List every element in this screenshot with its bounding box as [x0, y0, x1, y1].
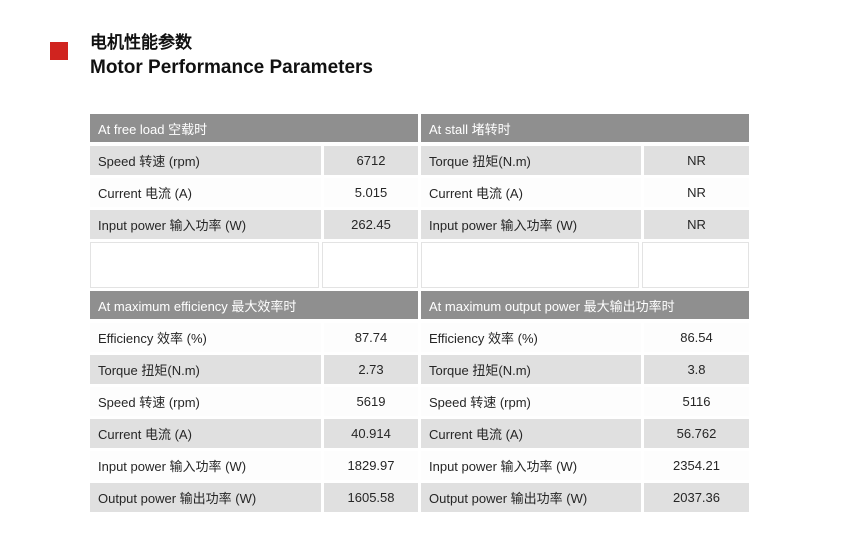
red-square-bullet-icon	[50, 42, 68, 60]
empty-cell	[421, 242, 639, 288]
row-label: Torque 扭矩(N.m)	[90, 355, 321, 384]
row-label: Torque 扭矩(N.m)	[421, 355, 641, 384]
row-value: 1605.58	[324, 483, 418, 512]
row-label: Input power 输入功率 (W)	[90, 210, 321, 239]
page-title-en: Motor Performance Parameters	[90, 57, 373, 78]
row-value: 5619	[324, 387, 418, 416]
row-label: Efficiency 效率 (%)	[421, 323, 641, 352]
empty-row	[90, 242, 418, 288]
row-value: 5.015	[324, 178, 418, 207]
table-row: Current 电流 (A) 40.914	[90, 419, 418, 448]
table-row: Efficiency 效率 (%) 86.54	[421, 323, 749, 352]
table-column-right: At stall 堵转时 Torque 扭矩(N.m) NR Current 电…	[421, 114, 749, 512]
row-label: Speed 转速 (rpm)	[90, 387, 321, 416]
empty-cell	[322, 242, 418, 288]
page-title-zh: 电机性能参数	[90, 33, 192, 52]
table-row: Input power 输入功率 (W) 262.45	[90, 210, 418, 239]
row-label: Speed 转速 (rpm)	[90, 146, 321, 175]
table-row: Output power 输出功率 (W) 1605.58	[90, 483, 418, 512]
table-header-max-efficiency: At maximum efficiency 最大效率时	[90, 291, 418, 319]
row-label: Current 电流 (A)	[421, 178, 641, 207]
row-value: 40.914	[324, 419, 418, 448]
table-row: Output power 输出功率 (W) 2037.36	[421, 483, 749, 512]
row-value: 262.45	[324, 210, 418, 239]
row-label: Input power 输入功率 (W)	[421, 451, 641, 480]
row-value: 56.762	[644, 419, 749, 448]
row-value: 6712	[324, 146, 418, 175]
row-value: 87.74	[324, 323, 418, 352]
section-title-block: 电机性能参数 Motor Performance Parameters	[50, 31, 373, 80]
row-label: Input power 输入功率 (W)	[421, 210, 641, 239]
row-value: 5116	[644, 387, 749, 416]
section-titles: 电机性能参数 Motor Performance Parameters	[90, 31, 373, 80]
empty-row	[421, 242, 749, 288]
table-row: Speed 转速 (rpm) 6712	[90, 146, 418, 175]
empty-cell	[90, 242, 319, 288]
table-row: Input power 输入功率 (W) 1829.97	[90, 451, 418, 480]
row-label: Current 电流 (A)	[421, 419, 641, 448]
table-header-free-load: At free load 空载时	[90, 114, 418, 142]
table-row: Torque 扭矩(N.m) 2.73	[90, 355, 418, 384]
table-row: Current 电流 (A) 56.762	[421, 419, 749, 448]
row-value: 1829.97	[324, 451, 418, 480]
row-label: Output power 输出功率 (W)	[90, 483, 321, 512]
table-row: Torque 扭矩(N.m) 3.8	[421, 355, 749, 384]
row-value: NR	[644, 210, 749, 239]
row-value: 2354.21	[644, 451, 749, 480]
row-value: NR	[644, 178, 749, 207]
table-row: Speed 转速 (rpm) 5116	[421, 387, 749, 416]
table-row: Current 电流 (A) NR	[421, 178, 749, 207]
row-value: 2037.36	[644, 483, 749, 512]
table-column-left: At free load 空载时 Speed 转速 (rpm) 6712 Cur…	[90, 114, 418, 512]
row-label: Current 电流 (A)	[90, 419, 321, 448]
row-label: Speed 转速 (rpm)	[421, 387, 641, 416]
row-label: Output power 输出功率 (W)	[421, 483, 641, 512]
table-row: Current 电流 (A) 5.015	[90, 178, 418, 207]
row-label: Current 电流 (A)	[90, 178, 321, 207]
empty-cell	[642, 242, 749, 288]
row-value: NR	[644, 146, 749, 175]
table-row: Input power 输入功率 (W) 2354.21	[421, 451, 749, 480]
row-value: 2.73	[324, 355, 418, 384]
row-label: Torque 扭矩(N.m)	[421, 146, 641, 175]
row-value: 86.54	[644, 323, 749, 352]
row-label: Efficiency 效率 (%)	[90, 323, 321, 352]
table-header-max-output-power: At maximum output power 最大输出功率时	[421, 291, 749, 319]
table-row: Input power 输入功率 (W) NR	[421, 210, 749, 239]
table-header-stall: At stall 堵转时	[421, 114, 749, 142]
table-row: Efficiency 效率 (%) 87.74	[90, 323, 418, 352]
table-row: Torque 扭矩(N.m) NR	[421, 146, 749, 175]
table-row: Speed 转速 (rpm) 5619	[90, 387, 418, 416]
row-value: 3.8	[644, 355, 749, 384]
parameter-tables: At free load 空载时 Speed 转速 (rpm) 6712 Cur…	[90, 114, 749, 512]
row-label: Input power 输入功率 (W)	[90, 451, 321, 480]
